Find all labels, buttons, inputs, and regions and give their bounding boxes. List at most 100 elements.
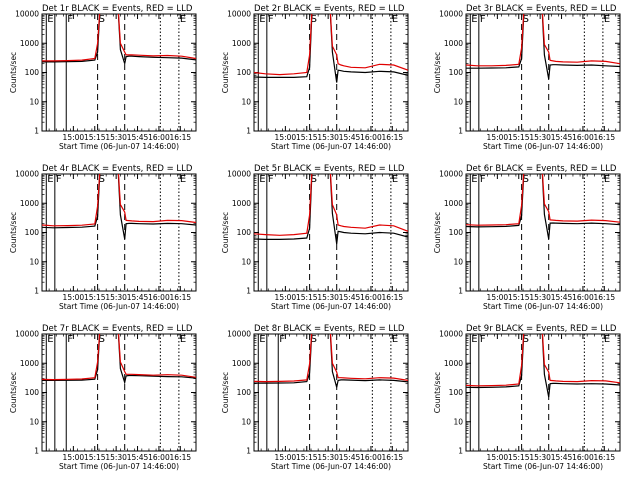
solid-marker-label: E bbox=[471, 174, 477, 185]
y-axis-label: Counts/sec bbox=[9, 212, 18, 253]
solid-marker-label: F bbox=[279, 334, 285, 345]
lld-series-line bbox=[42, 174, 196, 227]
y-tick-label: 10000 bbox=[15, 330, 39, 339]
x-axis-label: Start Time (06-Jun-07 14:46:00) bbox=[271, 142, 391, 151]
dashed-marker-label: S bbox=[311, 334, 317, 345]
panel-det-6: Det 6r BLACK = Events, RED = LLD 1 10 100 10… bbox=[433, 164, 621, 311]
x-tick-label: 15:45 bbox=[339, 293, 361, 302]
x-tick-label: 15:45 bbox=[551, 133, 573, 142]
x-axis-label: Start Time (06-Jun-07 14:46:00) bbox=[59, 302, 179, 311]
solid-marker-label: E bbox=[259, 14, 265, 25]
dotted-marker-label: E bbox=[180, 174, 186, 185]
dotted-marker-label: E bbox=[604, 14, 610, 25]
x-tick-label: 16:00 bbox=[360, 293, 382, 302]
solid-marker-label: F bbox=[67, 14, 73, 25]
x-tick-label: 15:15 bbox=[296, 133, 318, 142]
events-series-line bbox=[254, 334, 408, 388]
events-series-line bbox=[42, 334, 196, 385]
x-tick-label: 15:00 bbox=[487, 133, 509, 142]
y-tick-label: 10 bbox=[29, 417, 39, 426]
dashed-marker-label: S bbox=[523, 14, 529, 25]
x-tick-label: 15:45 bbox=[551, 453, 573, 462]
events-series-line bbox=[254, 14, 408, 83]
events-series-line bbox=[466, 334, 620, 398]
solid-marker-label: F bbox=[56, 174, 62, 185]
y-tick-label: 10000 bbox=[15, 170, 39, 179]
events-series-line bbox=[466, 174, 620, 240]
events-series-line bbox=[42, 174, 196, 240]
x-tick-label: 15:00 bbox=[63, 293, 85, 302]
x-axis-label: Start Time (06-Jun-07 14:46:00) bbox=[483, 142, 603, 151]
dashed-marker-label: S bbox=[99, 334, 105, 345]
x-tick-label: 15:00 bbox=[487, 293, 509, 302]
x-tick-label: 16:00 bbox=[572, 453, 594, 462]
x-tick-label: 15:45 bbox=[127, 133, 149, 142]
y-tick-label: 1000 bbox=[232, 39, 251, 48]
y-tick-label: 10000 bbox=[439, 170, 463, 179]
x-tick-label: 15:15 bbox=[508, 453, 530, 462]
y-tick-label: 10 bbox=[29, 257, 39, 266]
lld-series-line bbox=[254, 174, 408, 236]
panel-det-8: Det 8r BLACK = Events, RED = LLD 1 10 100 10… bbox=[221, 324, 409, 471]
y-tick-label: 1000 bbox=[444, 199, 463, 208]
x-axis-label: Start Time (06-Jun-07 14:46:00) bbox=[271, 462, 391, 471]
y-tick-label: 1 bbox=[34, 287, 39, 296]
events-series-line bbox=[42, 14, 196, 64]
chart-title: Det 5r BLACK = Events, RED = LLD bbox=[254, 164, 405, 174]
lld-series-line bbox=[466, 14, 620, 67]
y-tick-label: 100 bbox=[237, 228, 252, 237]
x-tick-label: 15:45 bbox=[127, 453, 149, 462]
y-tick-label: 1 bbox=[246, 447, 251, 456]
x-tick-label: 15:30 bbox=[529, 133, 551, 142]
x-tick-label: 16:15 bbox=[170, 293, 192, 302]
y-tick-label: 100 bbox=[237, 388, 252, 397]
y-tick-label: 100 bbox=[25, 228, 40, 237]
dotted-marker-label: E bbox=[392, 334, 398, 345]
y-tick-label: 1 bbox=[458, 447, 463, 456]
x-tick-label: 15:30 bbox=[105, 453, 127, 462]
y-tick-label: 1 bbox=[458, 127, 463, 136]
x-tick-label: 15:15 bbox=[84, 293, 106, 302]
solid-marker-label: E bbox=[47, 334, 53, 345]
lld-series-line bbox=[466, 334, 620, 387]
chart-title: Det 1r BLACK = Events, RED = LLD bbox=[42, 4, 193, 14]
dashed-marker-label: S bbox=[311, 14, 317, 25]
chart-title: Det 4r BLACK = Events, RED = LLD bbox=[42, 164, 193, 174]
y-tick-label: 10000 bbox=[227, 10, 251, 19]
x-tick-label: 15:00 bbox=[275, 453, 297, 462]
y-tick-label: 10000 bbox=[15, 10, 39, 19]
chart-title: Det 9r BLACK = Events, RED = LLD bbox=[466, 324, 617, 334]
x-tick-label: 15:30 bbox=[105, 133, 127, 142]
x-tick-label: 15:30 bbox=[105, 293, 127, 302]
solid-marker-label: F bbox=[268, 174, 274, 185]
y-tick-label: 10 bbox=[453, 257, 463, 266]
y-axis-label: Counts/sec bbox=[433, 372, 442, 413]
x-axis-label: Start Time (06-Jun-07 14:46:00) bbox=[483, 302, 603, 311]
y-tick-label: 10 bbox=[241, 97, 251, 106]
x-tick-label: 15:15 bbox=[508, 293, 530, 302]
y-axis-label: Counts/sec bbox=[221, 372, 230, 413]
y-tick-label: 100 bbox=[237, 68, 252, 77]
y-tick-label: 1000 bbox=[444, 359, 463, 368]
x-tick-label: 15:45 bbox=[339, 453, 361, 462]
y-tick-label: 100 bbox=[449, 68, 464, 77]
y-tick-label: 1 bbox=[34, 447, 39, 456]
panel-det-1: Det 1r BLACK = Events, RED = LLD 1 10 100 10… bbox=[9, 4, 197, 151]
y-tick-label: 100 bbox=[449, 228, 464, 237]
panel-det-5: Det 5r BLACK = Events, RED = LLD 1 10 100 10… bbox=[221, 164, 409, 311]
dotted-marker-label: E bbox=[604, 174, 610, 185]
y-axis-label: Counts/sec bbox=[221, 212, 230, 253]
events-series-line bbox=[254, 174, 408, 245]
x-tick-label: 16:00 bbox=[148, 453, 170, 462]
x-tick-label: 15:15 bbox=[296, 453, 318, 462]
solid-marker-label: E bbox=[259, 334, 265, 345]
x-tick-label: 16:15 bbox=[382, 453, 404, 462]
x-tick-label: 16:00 bbox=[360, 453, 382, 462]
dashed-marker-label: S bbox=[523, 334, 529, 345]
y-tick-label: 100 bbox=[25, 388, 40, 397]
chart-title: Det 6r BLACK = Events, RED = LLD bbox=[466, 164, 617, 174]
x-tick-label: 15:30 bbox=[317, 293, 339, 302]
y-tick-label: 100 bbox=[449, 388, 464, 397]
y-tick-label: 10 bbox=[29, 97, 39, 106]
solid-marker-label: E bbox=[471, 14, 477, 25]
